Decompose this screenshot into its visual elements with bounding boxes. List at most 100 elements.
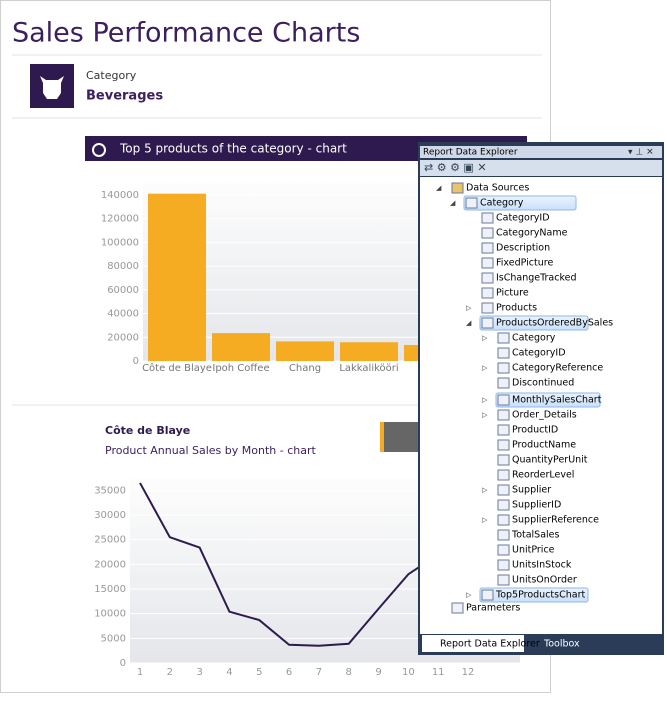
tree-item[interactable]: UnitsOnOrder [512,575,577,586]
y-tick-label: 25000 [94,535,126,546]
tree-item[interactable]: SupplierID [512,500,561,511]
expander[interactable]: ▷ [482,411,488,419]
tree-item[interactable]: CategoryID [512,348,566,359]
expander[interactable]: ▷ [482,396,488,404]
expander[interactable]: ◢ [450,199,456,207]
y-tick-label: 140000 [101,190,139,201]
expander[interactable]: ▷ [482,516,488,524]
item-icon [481,589,494,601]
item-icon [451,602,464,614]
y-tick-label: 35000 [94,485,126,496]
item-icon [497,409,510,421]
hidden-tile [380,422,420,452]
tree-item[interactable]: UnitsInStock [512,560,572,571]
y-tick-label: 10000 [94,609,126,620]
tab-active[interactable] [422,635,524,652]
x-tick-label: 8 [346,667,352,678]
tree-item[interactable]: ReorderLevel [512,470,574,481]
category-name: Beverages [86,89,163,104]
tree-item[interactable]: IsChangeTracked [496,273,577,284]
x-tick-label: 2 [167,667,173,678]
x-tick-label: 3 [196,667,202,678]
bar [212,333,270,361]
item-icon [497,439,510,451]
tree-item[interactable]: ProductsOrderedBySales [496,318,613,329]
tree-item[interactable]: Order_Details [512,410,577,421]
report-data-explorer: Report Data Explorer ▾ ⊥ ✕ ⇄ ⚙ ⚙ ▣ ✕ Rep… [418,142,664,655]
expander[interactable]: ▷ [482,486,488,494]
tab[interactable]: Toolbox [543,639,580,650]
item-icon [497,454,510,466]
item-icon [481,257,494,269]
expander[interactable]: ▷ [466,304,472,312]
item-icon [481,302,494,314]
panel-buttons[interactable]: ▾ ⊥ ✕ [628,148,654,158]
highlight [463,195,577,211]
expander[interactable]: ◢ [466,319,472,327]
expander[interactable]: ▷ [466,591,472,599]
product-name: Côte de Blaye [105,424,190,437]
tree-item[interactable]: Top5ProductsChart [495,590,585,601]
tree-item[interactable]: CategoryID [496,213,550,224]
x-tick-label: 7 [316,667,322,678]
expander[interactable]: ▷ [482,334,488,342]
chart-title: Product Annual Sales by Month - chart [105,444,316,457]
category-label: Category [86,69,137,82]
bar [148,193,206,361]
tree-item[interactable]: Data Sources [466,183,529,194]
tab[interactable]: Report Data Explorer [440,639,540,650]
expander[interactable]: ◢ [436,184,442,192]
item-icon [497,499,510,511]
tree-item[interactable]: SupplierReference [512,515,599,526]
item-icon [481,227,494,239]
highlight [479,587,589,603]
x-tick-label: 1 [137,667,143,678]
x-tick-label: 5 [256,667,262,678]
tree-item[interactable]: ProductName [512,440,576,451]
item-icon [465,197,478,209]
tree-item[interactable]: UnitPrice [512,545,555,556]
tree-item[interactable]: Category [512,333,556,344]
x-tick-label: 10 [402,667,415,678]
y-tick-label: 20000 [94,559,126,570]
y-tick-label: 20000 [107,332,139,343]
tree-item[interactable]: ProductID [512,425,558,436]
tree-item[interactable]: Category [480,198,524,209]
item-icon [497,529,510,541]
tree-item[interactable]: Parameters [466,603,520,614]
x-tick-label: Chang [289,363,321,374]
item-icon [497,514,510,526]
medal-icon [92,143,106,157]
expander[interactable]: ▷ [482,364,488,372]
y-tick-label: 5000 [101,633,126,644]
item-icon [497,332,510,344]
tree-item[interactable]: MonthlySalesChart [512,395,602,406]
item-icon [497,394,510,406]
x-tick-label: Lakkalikööri [339,363,398,374]
toolbar-buttons[interactable]: ⇄ ⚙ ⚙ ▣ ✕ [424,161,487,174]
tree-item[interactable]: Discontinued [512,378,574,389]
tree-item[interactable]: Supplier [512,485,551,496]
item-icon [497,377,510,389]
y-tick-label: 120000 [101,214,139,225]
toolbar [420,160,662,176]
cow-icon [40,76,64,99]
item-icon [481,287,494,299]
tree-item[interactable]: CategoryName [496,228,568,239]
report-title: Sales Performance Charts [12,18,360,49]
item-icon [481,212,494,224]
tree-item[interactable]: CategoryReference [512,363,603,374]
item-icon [497,469,510,481]
y-tick-label: 30000 [94,510,126,521]
tree-item[interactable]: QuantityPerUnit [512,455,588,466]
tree-item[interactable]: TotalSales [511,530,560,541]
tree-item[interactable]: Products [496,303,537,314]
tree-item[interactable]: Description [496,243,550,254]
bar [340,342,398,361]
tree-item[interactable]: FixedPicture [496,258,553,269]
item-icon [497,559,510,571]
panel-titlebar [420,146,662,158]
y-tick-label: 60000 [107,285,139,296]
tree-item[interactable]: Picture [496,288,529,299]
